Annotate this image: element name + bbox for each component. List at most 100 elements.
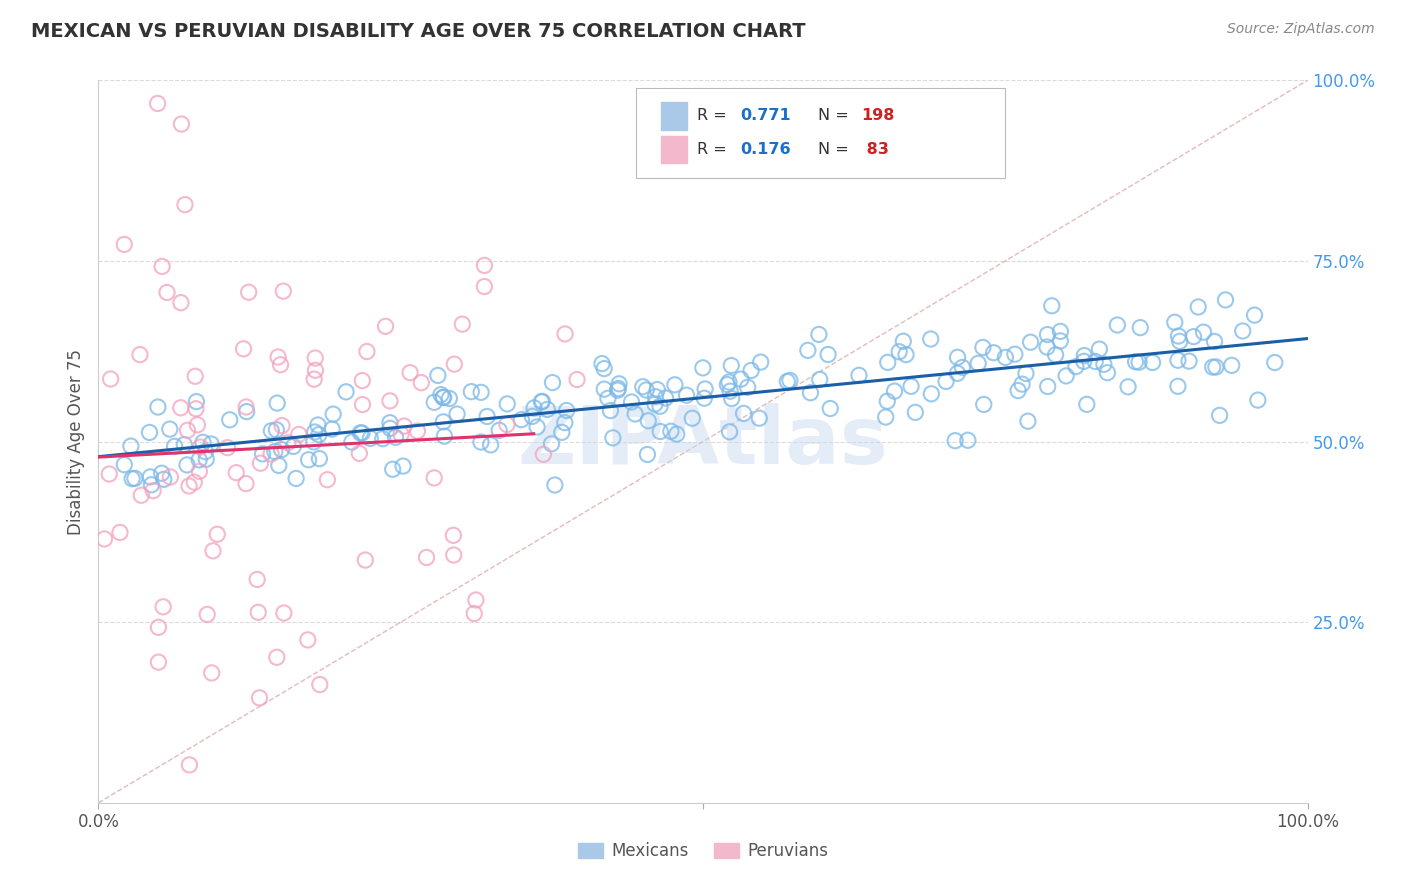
Point [252,447,274,461]
Text: R =: R = [697,109,733,123]
Text: MEXICAN VS PERUVIAN DISABILITY AGE OVER 75 CORRELATION CHART: MEXICAN VS PERUVIAN DISABILITY AGE OVER … [31,22,806,41]
Text: 198: 198 [862,109,894,123]
Point [302,372,325,386]
Point [1015,367,1038,381]
Point [544,478,567,492]
Point [415,550,437,565]
Point [1073,354,1095,368]
Point [148,655,170,669]
Point [195,607,218,622]
Point [129,348,152,362]
Point [1142,355,1164,369]
Point [433,391,456,405]
Point [1049,334,1071,348]
Point [808,372,831,386]
Point [195,452,218,467]
Point [270,442,292,457]
Point [200,437,222,451]
Point [496,417,519,432]
Point [349,425,371,440]
Text: 83: 83 [862,142,889,157]
Point [1073,349,1095,363]
Point [876,394,898,409]
Point [190,440,212,454]
Point [266,396,288,410]
Point [432,415,454,429]
Text: R =: R = [697,142,733,157]
Point [554,416,576,430]
Text: N =: N = [818,109,853,123]
Point [150,260,173,274]
Point [173,437,195,451]
Point [631,380,654,394]
Point [607,382,630,396]
Point [1178,354,1201,368]
Point [946,366,969,380]
Point [121,472,143,486]
Point [423,395,446,409]
Point [904,405,927,419]
Point [446,407,468,421]
Point [967,356,990,370]
Point [720,359,742,373]
Point [267,458,290,473]
Point [378,416,401,430]
Point [624,407,647,421]
Point [399,366,422,380]
Point [225,466,247,480]
Point [1182,329,1205,343]
Point [779,373,801,387]
Point [523,401,546,415]
Point [1168,334,1191,349]
Point [530,394,553,409]
Point [475,409,498,424]
Point [176,423,198,437]
Point [1019,335,1042,350]
Point [522,409,544,424]
Point [112,458,135,472]
Point [817,347,839,361]
Point [152,599,174,614]
Point [1215,293,1237,307]
Point [1204,334,1226,349]
Point [163,439,186,453]
Point [1192,325,1215,339]
Point [606,383,628,397]
Point [1004,347,1026,361]
Point [1187,300,1209,314]
Point [1036,379,1059,393]
Point [875,410,897,425]
Point [894,348,917,362]
Point [1054,368,1077,383]
Point [551,425,574,440]
Point [359,431,381,445]
Point [426,368,449,383]
Point [737,380,759,394]
Point [593,382,616,396]
Point [994,351,1017,365]
Point [443,548,465,562]
Point [267,350,290,364]
Point [1017,414,1039,428]
Point [1232,324,1254,338]
Point [430,387,453,401]
Point [889,344,911,359]
Point [730,372,752,386]
Point [432,391,454,405]
Point [717,375,740,389]
Point [1045,348,1067,362]
Point [776,375,799,389]
Point [1036,340,1059,354]
Point [217,441,239,455]
Point [302,434,325,449]
Point [526,420,548,434]
Point [352,425,374,440]
Point [266,423,288,437]
Point [1167,329,1189,343]
Point [891,334,914,349]
Point [654,391,676,405]
Point [349,446,371,460]
Point [644,390,666,404]
Point [983,345,1005,359]
Point [488,423,510,437]
